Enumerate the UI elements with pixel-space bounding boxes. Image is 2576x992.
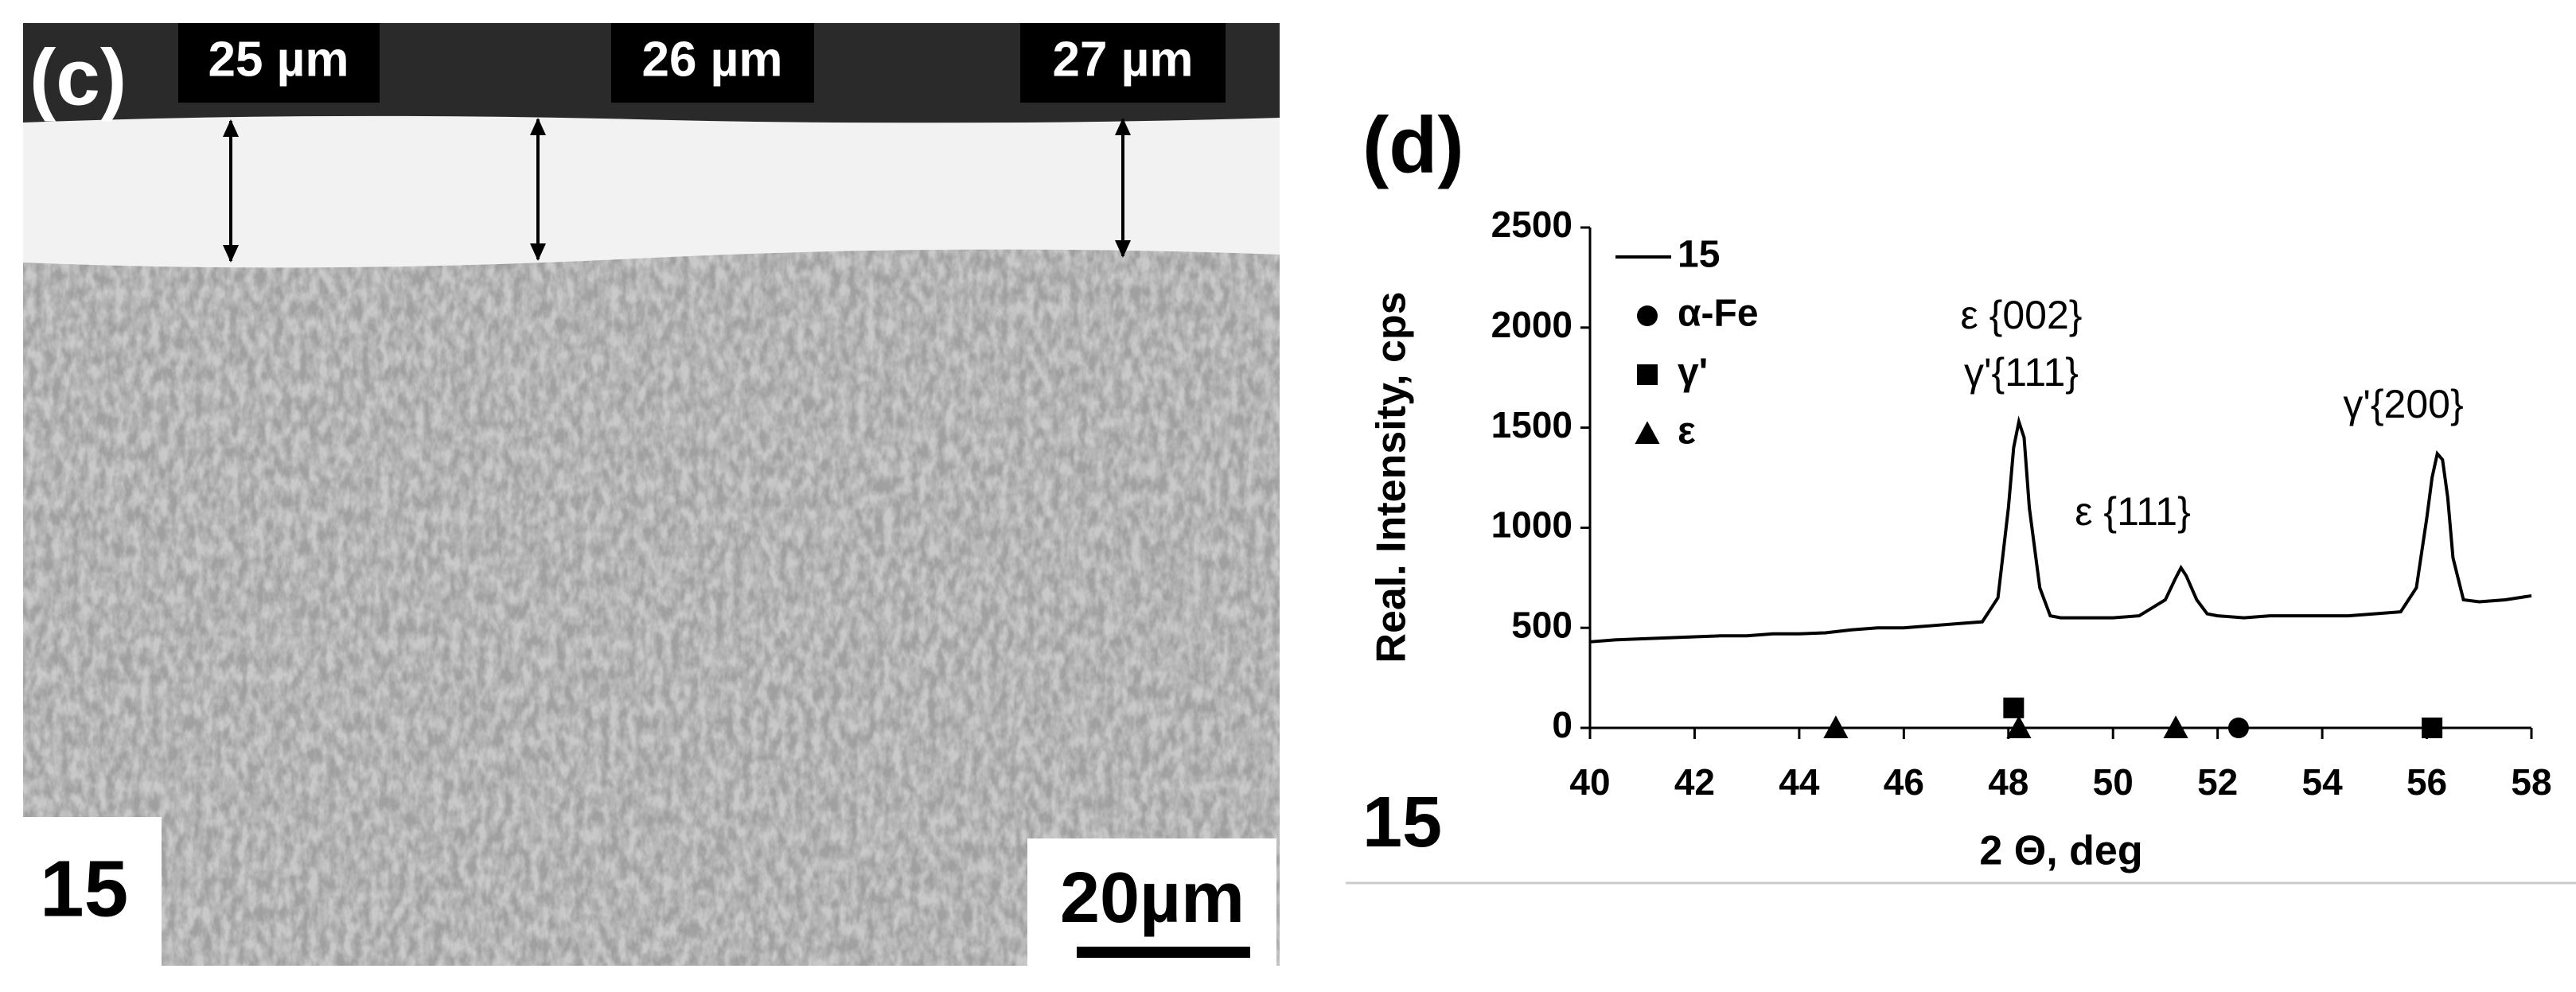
legend-label: α-Fe <box>1678 293 1759 335</box>
x-tick-label: 40 <box>1569 761 1610 803</box>
label-box <box>1020 23 1226 103</box>
y-tick-label: 1500 <box>1491 404 1572 445</box>
marker-triangle <box>1823 715 1849 738</box>
peak-annotation: γ'{111} <box>1964 350 2079 395</box>
y-tick-label: 2500 <box>1491 204 1572 245</box>
label-box <box>611 23 814 103</box>
sample-box <box>23 817 162 966</box>
x-tick-label: 44 <box>1779 761 1820 803</box>
xrd-chart: (d) 15 2 Θ, deg Real. Intensity, cps 0 50… <box>1362 100 2552 873</box>
legend-label: ε <box>1678 410 1696 453</box>
thickness-label: 27 µm <box>1052 32 1193 87</box>
label-box <box>178 23 380 103</box>
sample-label: 15 <box>1362 783 1442 862</box>
y-axis-title: Real. Intensity, cps <box>1369 291 1415 663</box>
x-tick-label: 50 <box>2093 761 2134 803</box>
peak-annotation: ε {002} <box>1960 293 2082 337</box>
x-tick-label: 54 <box>2302 761 2344 803</box>
y-tick-label: 2000 <box>1491 304 1572 345</box>
white-layer <box>23 115 1280 268</box>
micrograph: (c) 25 µm 26 µm 27 µm 15 20µm <box>23 23 1280 966</box>
marker-square <box>2003 697 2025 718</box>
x-tick-label: 52 <box>2197 761 2238 803</box>
legend-label: 15 <box>1678 234 1720 276</box>
thickness-label: 25 µm <box>208 32 349 87</box>
xrd-line <box>1589 415 2532 644</box>
scale-bar-label: 20µm <box>1060 858 1245 938</box>
scale-box <box>1027 838 1276 966</box>
marker-triangle <box>2163 715 2188 738</box>
x-tick-label: 42 <box>1674 761 1715 803</box>
y-tick-label: 500 <box>1511 604 1572 645</box>
peak-annotation: ε {111} <box>2075 489 2191 534</box>
marker-square <box>1637 364 1658 385</box>
marker-circle <box>2227 718 2249 738</box>
scale-bar <box>1077 947 1250 958</box>
thickness-label: 26 µm <box>641 32 782 87</box>
x-tick-label: 56 <box>2406 761 2447 803</box>
marker-circle <box>1637 305 1658 326</box>
x-tick-label: 58 <box>2511 761 2551 803</box>
x-tick-label: 48 <box>1988 761 2028 803</box>
panel-label: (d) <box>1362 100 1464 189</box>
x-tick-label: 46 <box>1884 761 1924 803</box>
panel-label: (c) <box>29 33 127 122</box>
marker-triangle <box>1635 421 1660 444</box>
y-tick-label: 0 <box>1552 704 1572 745</box>
marker-triangle <box>2006 715 2032 738</box>
peak-annotation: γ'{200} <box>2343 382 2463 426</box>
sample-label: 15 <box>40 844 128 933</box>
marker-square <box>2422 718 2443 738</box>
arrows <box>229 119 1124 261</box>
legend-label: γ' <box>1678 352 1708 394</box>
y-tick-label: 1000 <box>1491 504 1572 546</box>
x-axis-title: 2 Θ, deg <box>1979 828 2142 874</box>
